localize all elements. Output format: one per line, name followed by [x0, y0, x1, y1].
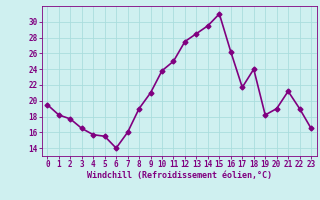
X-axis label: Windchill (Refroidissement éolien,°C): Windchill (Refroidissement éolien,°C) — [87, 171, 272, 180]
